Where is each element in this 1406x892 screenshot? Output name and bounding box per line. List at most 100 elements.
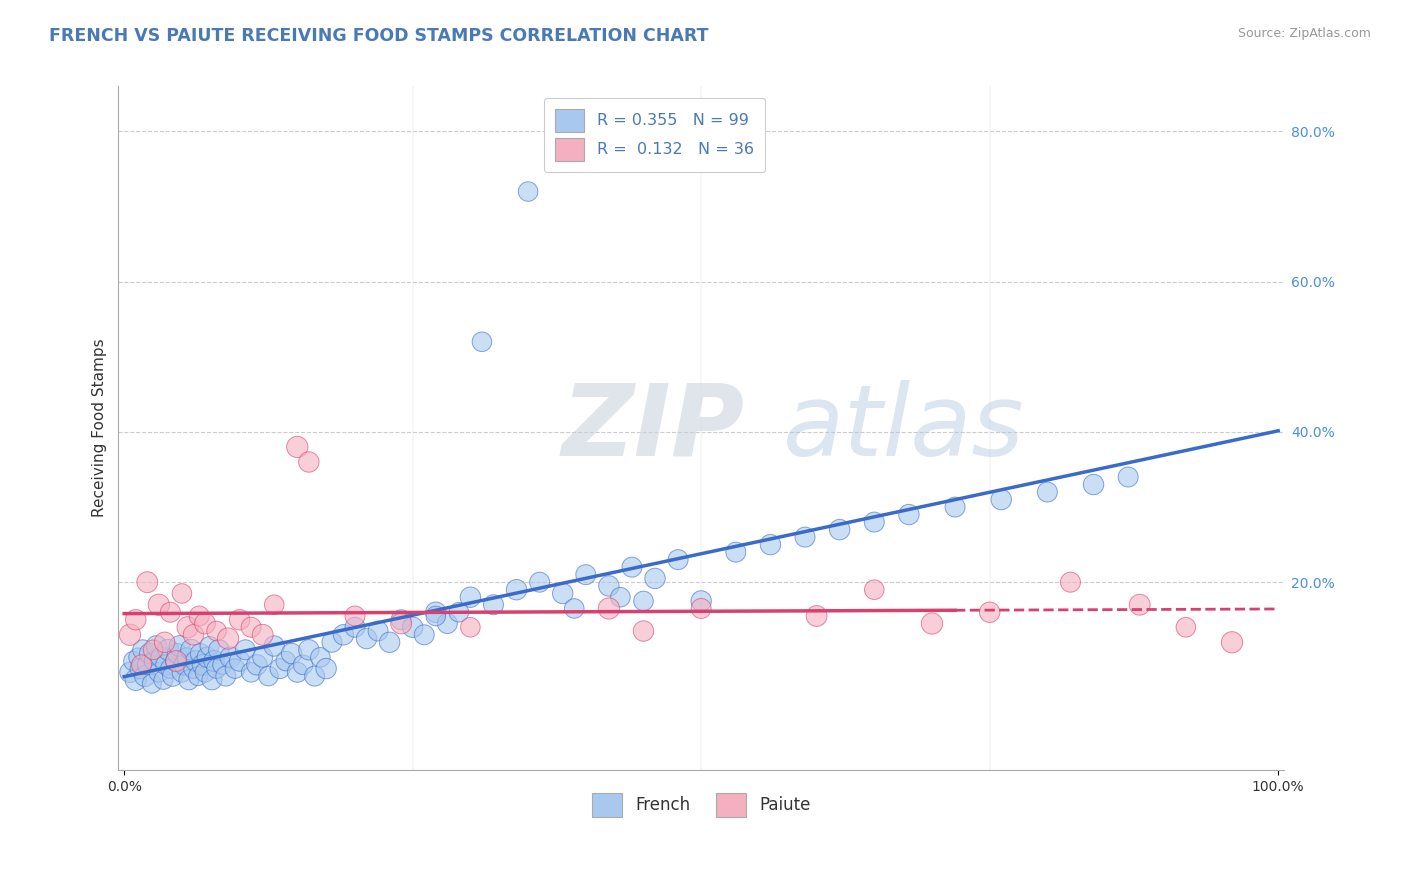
Point: [402, 620, 425, 634]
Point: [215, 669, 238, 683]
Point: [150, 650, 173, 665]
Point: [125, 673, 148, 687]
Point: [828, 523, 851, 537]
Point: [460, 591, 482, 605]
Point: [332, 628, 354, 642]
Point: [529, 575, 551, 590]
Point: [505, 582, 527, 597]
Point: [180, 642, 202, 657]
Point: [863, 582, 886, 597]
Point: [136, 575, 159, 590]
Point: [413, 628, 436, 642]
Point: [897, 508, 920, 522]
Point: [183, 628, 205, 642]
Point: [224, 662, 246, 676]
Point: [367, 624, 389, 638]
Point: [131, 642, 153, 657]
Point: [169, 639, 191, 653]
Point: [447, 605, 470, 619]
Point: [142, 642, 165, 657]
Point: [165, 654, 187, 668]
Point: [157, 642, 180, 657]
Point: [425, 609, 447, 624]
Point: [598, 579, 620, 593]
Point: [148, 665, 170, 680]
Point: [343, 609, 366, 624]
Point: [690, 594, 713, 608]
Point: [187, 669, 209, 683]
Point: [298, 642, 321, 657]
Point: [304, 669, 326, 683]
Point: [228, 654, 250, 668]
Point: [183, 662, 205, 676]
Point: [118, 665, 141, 680]
Point: [979, 605, 1001, 619]
Point: [138, 647, 160, 661]
Point: [315, 662, 337, 676]
Point: [191, 657, 214, 672]
Point: [321, 635, 343, 649]
Point: [166, 647, 188, 661]
Point: [184, 654, 207, 668]
Point: [219, 650, 242, 665]
Point: [145, 639, 167, 653]
Text: FRENCH VS PAIUTE RECEIVING FOOD STAMPS CORRELATION CHART: FRENCH VS PAIUTE RECEIVING FOOD STAMPS C…: [49, 27, 709, 45]
Point: [620, 560, 643, 574]
Point: [263, 598, 285, 612]
Point: [724, 545, 747, 559]
Point: [246, 657, 269, 672]
Point: [252, 650, 274, 665]
Point: [240, 665, 263, 680]
Point: [598, 601, 620, 615]
Point: [943, 500, 966, 514]
Point: [666, 552, 689, 566]
Point: [155, 657, 177, 672]
Point: [162, 669, 184, 683]
Point: [136, 657, 159, 672]
Point: [122, 654, 145, 668]
Point: [1059, 575, 1081, 590]
Point: [562, 601, 585, 615]
Point: [153, 635, 176, 649]
Point: [298, 455, 321, 469]
Point: [356, 632, 378, 646]
Y-axis label: Receiving Food Stamps: Receiving Food Stamps: [93, 339, 107, 517]
Point: [263, 639, 285, 653]
Point: [125, 613, 148, 627]
Point: [240, 620, 263, 634]
Point: [1083, 477, 1105, 491]
Point: [131, 657, 153, 672]
Point: [990, 492, 1012, 507]
Point: [159, 662, 181, 676]
Point: [177, 673, 200, 687]
Point: [143, 654, 166, 668]
Point: [205, 662, 228, 676]
Point: [551, 586, 574, 600]
Point: [148, 598, 170, 612]
Point: [152, 673, 174, 687]
Point: [285, 440, 308, 454]
Point: [806, 609, 828, 624]
Point: [482, 598, 505, 612]
Point: [378, 635, 401, 649]
Point: [211, 657, 233, 672]
Point: [176, 650, 198, 665]
Point: [425, 605, 447, 619]
Point: [1174, 620, 1197, 634]
Point: [190, 647, 212, 661]
Point: [269, 662, 291, 676]
Point: [309, 650, 332, 665]
Point: [633, 594, 655, 608]
Point: [644, 571, 666, 585]
Point: [389, 616, 412, 631]
Point: [163, 654, 186, 668]
Point: [280, 647, 302, 661]
Point: [201, 673, 224, 687]
Point: [633, 624, 655, 638]
Point: [205, 624, 228, 638]
Point: [202, 654, 225, 668]
Point: [1036, 485, 1059, 500]
Point: [173, 657, 195, 672]
Point: [794, 530, 817, 544]
Point: [188, 609, 211, 624]
